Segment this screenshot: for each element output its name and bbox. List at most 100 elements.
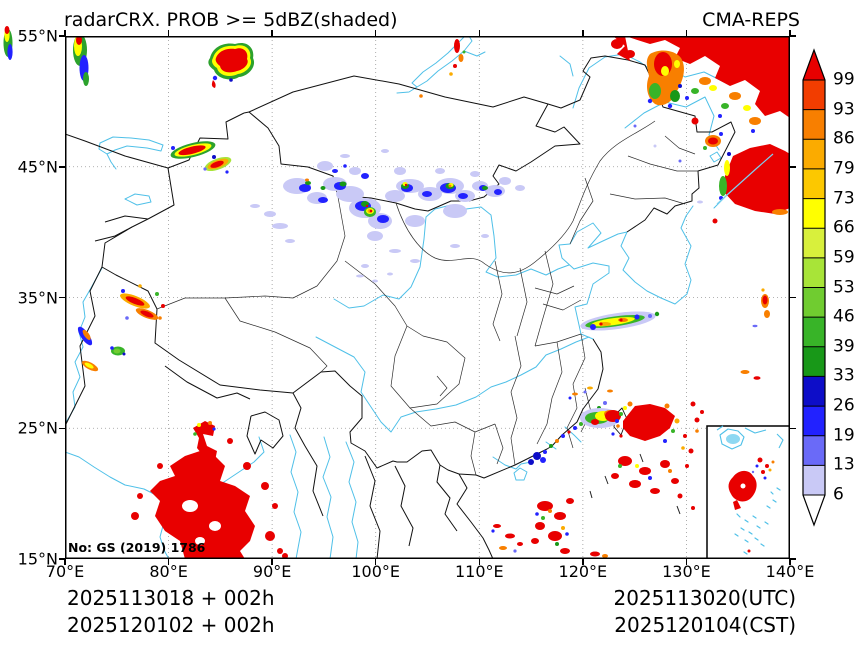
colorbar-segment (803, 317, 825, 347)
x-tick-label: 110°E (454, 562, 504, 581)
colorbar-level-label: 86 (833, 128, 855, 149)
colorbar-level-label: 66 (833, 217, 855, 238)
tick-mark (790, 558, 796, 560)
colorbar-level-label: 73 (833, 188, 855, 209)
colorbar-level-label: 93 (833, 99, 855, 120)
x-tick-label: 120°E (558, 562, 608, 581)
x-tick-label: 130°E (662, 562, 711, 581)
colorbar-level-label: 53 (833, 277, 855, 298)
y-tick-label: 35°N (17, 288, 58, 307)
tick-mark (374, 30, 377, 36)
tick-mark (789, 559, 791, 565)
x-tick-label: 70°E (45, 562, 85, 581)
x-tick-label: 140°E (765, 562, 815, 581)
colorbar-level-label: 26 (833, 395, 855, 416)
province-borders (156, 120, 698, 476)
tick-mark (167, 30, 170, 36)
footer-init-utc: 2025113018 + 002h (67, 586, 275, 610)
colorbar-level-label: 6 (833, 484, 844, 505)
colorbar-level-label: 99 (833, 69, 855, 90)
radar-field-north-central (250, 149, 703, 283)
gs-license-note: No: GS (2019) 1786 (68, 540, 206, 555)
tick-mark (64, 30, 66, 36)
y-tick-label: 45°N (17, 157, 58, 177)
radar-mass-bay-of-bengal (131, 421, 288, 559)
tick-mark (790, 35, 796, 37)
radar-sliver-outside-frame (3, 26, 13, 60)
radar-mass-northeast (611, 36, 790, 189)
colorbar-extend-arrow (803, 495, 825, 525)
colorbar-segment (803, 80, 825, 110)
tick-mark (271, 559, 273, 565)
colorbar-segment (803, 109, 825, 140)
colorbar-segment (803, 435, 825, 466)
tick-mark (167, 559, 170, 565)
model-name-label: CMA-REPS (702, 9, 800, 31)
radar-blob-nw-mongolia (208, 42, 255, 88)
tick-mark (59, 296, 65, 299)
colorbar-segment (803, 376, 825, 407)
tick-mark (790, 166, 796, 168)
colorbar-outline (802, 48, 826, 527)
radar-field-southeast (491, 386, 704, 558)
tick-mark (59, 558, 65, 560)
colorbar-level-label: 13 (833, 454, 855, 475)
radar-streaks-north-xinjiang (170, 141, 357, 174)
footer-valid-utc: 2025113020(UTC) (613, 586, 797, 610)
radar-cells-baikal (419, 39, 466, 98)
colorbar-level-label: 46 (833, 306, 855, 327)
colorbar-segment (803, 228, 825, 258)
radar-band-jiangsu (580, 311, 660, 331)
colorbar-segment (803, 139, 825, 169)
colorbar-segment (803, 257, 825, 288)
y-tick-label: 15°N (17, 549, 58, 569)
colorbar-segment (803, 406, 825, 436)
colorbar-level-label: 39 (833, 336, 855, 357)
tick-mark (59, 166, 65, 168)
x-tick-label: 80°E (149, 562, 188, 581)
radar-cells-offshore-east (740, 288, 770, 380)
footer-init-cst: 2025120102 + 002h (67, 613, 275, 637)
footer-valid-cst: 2025120104(CST) (614, 613, 796, 637)
map-title: radarCRX. PROB >= 5dBZ(shaded) (64, 9, 398, 31)
radar-mass-sea-of-japan (712, 144, 790, 224)
tick-mark (59, 427, 65, 429)
tick-mark (685, 559, 688, 565)
colorbar-level-label: 33 (833, 366, 855, 387)
tick-mark (685, 30, 688, 36)
map-frame (65, 36, 790, 559)
tick-mark (271, 30, 273, 36)
colorbar-segment (803, 287, 825, 318)
colorbar-level-label: 79 (833, 158, 855, 179)
tick-mark (790, 427, 796, 429)
x-tick-label: 100°E (351, 562, 401, 581)
south-china-sea-inset (706, 425, 790, 559)
tick-mark (64, 559, 66, 565)
colorbar-level-label: 59 (833, 247, 855, 268)
colorbar-segment (803, 346, 825, 377)
tick-mark (59, 35, 65, 37)
colorbar-level-label: 19 (833, 425, 855, 446)
tick-mark (582, 559, 584, 565)
radar-shading-layer (73, 36, 790, 559)
y-tick-label: 55°N (17, 26, 58, 46)
colorbar-extend-arrow (803, 50, 825, 80)
china-radar-map (65, 36, 790, 559)
colorbar-segment (803, 168, 825, 199)
y-tick-label: 25°N (17, 418, 58, 438)
tick-mark (374, 559, 377, 565)
tick-mark (478, 30, 481, 36)
tick-mark (582, 30, 584, 36)
tick-mark (478, 559, 481, 565)
tick-mark (789, 30, 791, 36)
colorbar-segment (803, 465, 825, 495)
country-borders (65, 55, 736, 559)
colorbar-segment (803, 198, 825, 229)
radar-blob-topleft-sliver (73, 36, 89, 86)
inset-radar-blobs (728, 457, 775, 553)
colorbar (802, 48, 826, 527)
tick-mark (790, 296, 796, 299)
x-tick-label: 90°E (252, 562, 292, 581)
radar-cells-west (77, 284, 165, 372)
